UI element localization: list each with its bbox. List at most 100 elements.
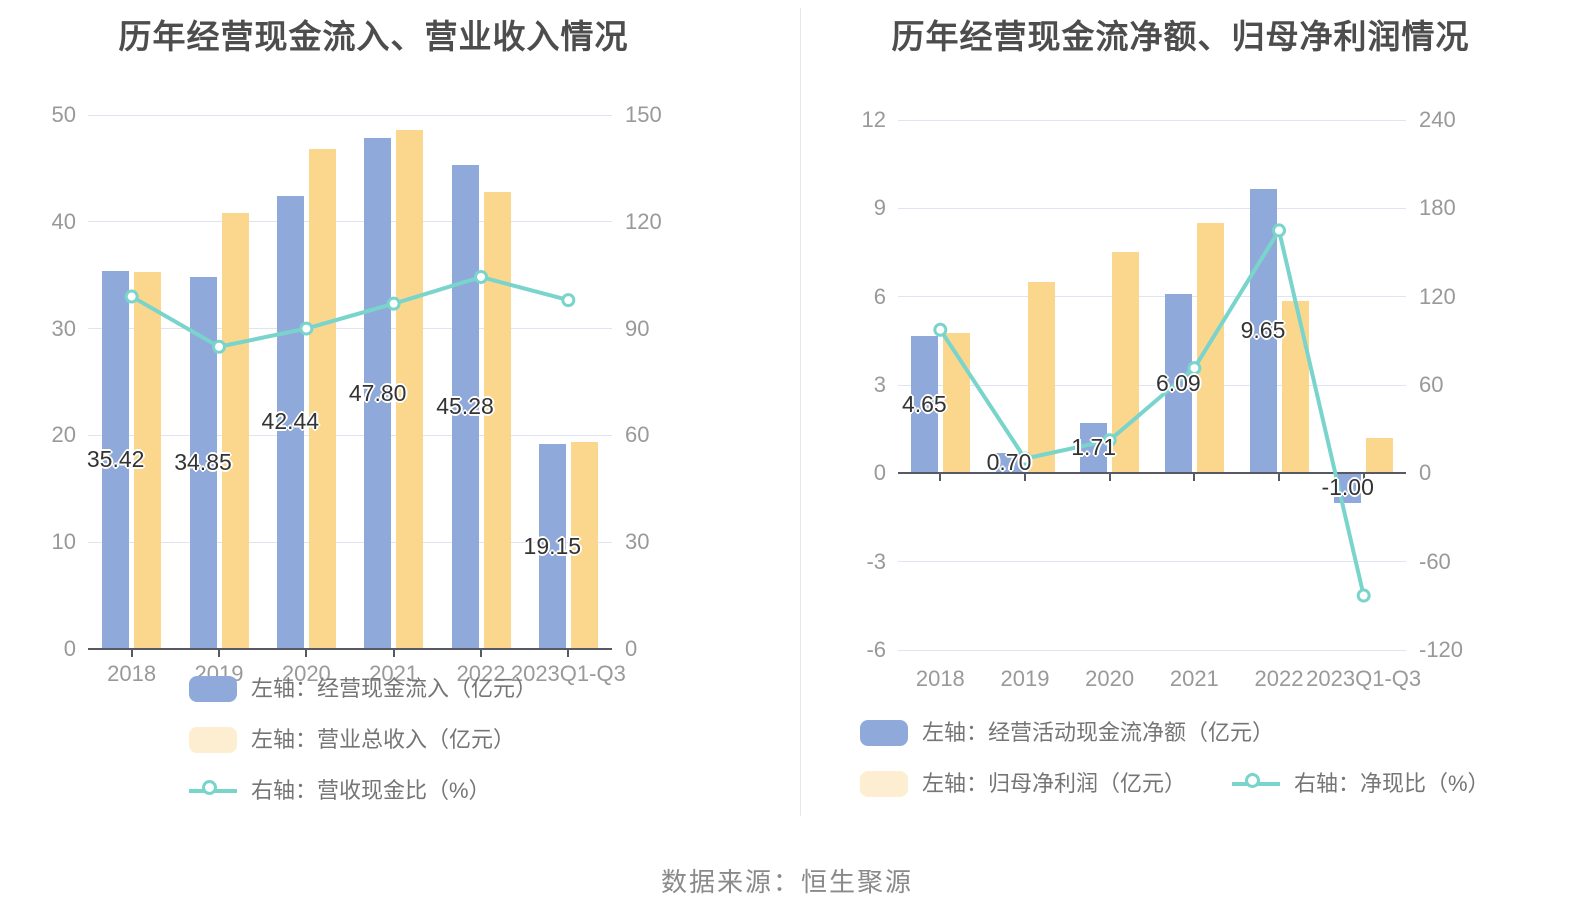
- y2-axis-tick-label: -120: [1419, 637, 1464, 662]
- bar-value-label: 42.44: [261, 408, 320, 435]
- legend-item[interactable]: 左轴：经营现金流入（亿元）: [189, 676, 789, 702]
- x-axis-tick: [480, 650, 482, 657]
- x-axis-label: 2020: [281, 661, 331, 686]
- y-axis-tick-label: 12: [861, 107, 886, 132]
- legend-swatch: [189, 727, 237, 753]
- y2-axis-tick-label: 60: [625, 422, 650, 448]
- chart-canvas-right: -6 -3 0 3 6 9 12 -120 -60 0 60 120 180 240 2018 2019 202…: [787, 0, 1574, 830]
- grid-line: [88, 541, 612, 543]
- bar-value-label: 19.15: [523, 532, 582, 559]
- legend-label: 左轴：归母净利润（亿元）: [922, 771, 1187, 796]
- legend-item[interactable]: 左轴：归母净利润（亿元）: [860, 771, 1460, 797]
- data-source-note: 数据来源：恒生聚源: [660, 867, 913, 897]
- bar-value-label: 6.09: [1155, 369, 1201, 396]
- y2-axis-tick-label: 240: [1419, 107, 1456, 132]
- grid-line: [88, 434, 612, 436]
- x-axis-tick: [218, 650, 220, 657]
- legend-item[interactable]: 左轴：营业总收入（亿元）: [189, 727, 789, 753]
- chart-panel-left: 历年经营现金流入、营业收入情况 0 10 20 30 40 50 0 30 60 90 120 150…: [0, 0, 787, 830]
- chart-title-right: 历年经营现金流净额、归母净利润情况: [891, 18, 1470, 55]
- y-axis-tick-label: 6: [873, 283, 886, 309]
- chart-canvas-left: 0 10 20 30 40 50 0 30 60 90 120 150 2018 2019 2020 2021…: [0, 0, 787, 830]
- y2-axis-tick-label: 120: [1419, 283, 1456, 309]
- legend-item[interactable]: 左轴：经营活动现金流净额（亿元）: [860, 720, 1460, 746]
- legend-swatch: [860, 771, 908, 797]
- x-axis-label: 2018: [107, 661, 157, 686]
- grid-line: [88, 114, 612, 116]
- x-axis-tick: [567, 650, 570, 657]
- x-axis-label: 2019: [1000, 666, 1050, 691]
- y-axis-tick-label: 0: [63, 636, 76, 661]
- grid-line: [898, 207, 1406, 209]
- bar-value-label: 34.85: [174, 448, 232, 475]
- y2-axis-tick-label: 120: [625, 208, 662, 234]
- x-axis-tick: [1108, 474, 1111, 482]
- x-axis-label: 2022: [1254, 666, 1304, 691]
- legend-swatch: [860, 720, 908, 746]
- bar: [308, 149, 336, 649]
- bar-value-label: 35.42: [86, 445, 145, 472]
- grid-line: [898, 119, 1406, 121]
- legend-label: 右轴：营收现金比（%）: [251, 778, 491, 803]
- x-axis-label: 2023Q1-Q3: [510, 661, 626, 686]
- y-axis-tick-label: 10: [51, 529, 76, 555]
- bar: [396, 130, 424, 649]
- legend-line-circle: [1245, 773, 1260, 788]
- bar: [910, 336, 938, 474]
- y-axis-tick-label: 3: [873, 372, 886, 397]
- y2-axis-tick-label: 60: [1419, 372, 1444, 397]
- legend-line-marker: [1232, 771, 1280, 797]
- y2-axis-tick-label: 30: [625, 529, 650, 555]
- bar: [538, 444, 566, 649]
- bar-value-label: 45.28: [436, 393, 494, 420]
- grid-line: [88, 221, 612, 223]
- x-axis-tick: [305, 650, 308, 657]
- line-point: [1356, 588, 1371, 603]
- x-axis-label: 2020: [1085, 666, 1135, 691]
- line-point: [561, 293, 576, 308]
- bar-value-label: 9.65: [1240, 317, 1286, 344]
- legend-item[interactable]: 右轴：净现比（%）: [1232, 771, 1574, 797]
- y2-axis-tick-label: 180: [1419, 195, 1456, 221]
- bar: [276, 195, 304, 649]
- y2-axis-tick-label: -60: [1419, 548, 1451, 574]
- x-axis-label: 2018: [915, 666, 965, 691]
- legend-item[interactable]: 右轴：营收现金比（%）: [189, 778, 789, 804]
- y-axis-tick-label: 0: [873, 460, 886, 486]
- chart-title-left: 历年经营现金流入、营业收入情况: [118, 18, 629, 55]
- y-axis-tick-label: -3: [866, 548, 886, 574]
- y-axis-tick-label: 30: [51, 315, 76, 341]
- x-axis-label: 2021: [369, 661, 419, 686]
- y-axis-tick-label: -6: [866, 637, 886, 662]
- bar: [483, 192, 511, 649]
- x-axis-line: [88, 648, 612, 650]
- panel-divider: [800, 8, 801, 816]
- x-axis-label: 2021: [1169, 666, 1219, 691]
- x-axis-tick: [392, 650, 395, 657]
- grid-line: [898, 296, 1406, 298]
- legend-label: 左轴：营业总收入（亿元）: [251, 727, 516, 752]
- grid-line: [88, 328, 612, 330]
- bar-value-label: 1.71: [1071, 434, 1117, 461]
- grid-line: [898, 561, 1406, 563]
- bar: [102, 270, 130, 649]
- bar-value-label: 0.70: [986, 449, 1032, 476]
- y2-axis-tick-label: 90: [625, 315, 650, 341]
- y-axis-tick-label: 20: [51, 422, 76, 448]
- y-axis-tick-label: 9: [873, 195, 886, 221]
- x-axis-label: 2022: [456, 661, 506, 686]
- x-axis-tick: [1278, 474, 1280, 482]
- y2-axis-tick-label: 0: [1419, 460, 1432, 486]
- x-axis-tick: [130, 650, 133, 657]
- x-axis-label: 2023Q1-Q3: [1306, 666, 1422, 691]
- y2-axis-tick-label: 150: [625, 102, 662, 127]
- grid-line: [898, 649, 1406, 651]
- x-axis-tick: [1193, 474, 1196, 482]
- legend-swatch: [189, 676, 237, 702]
- legend-line-circle: [202, 780, 217, 795]
- y-axis-tick-label: 50: [51, 102, 76, 127]
- legend-label: 左轴：经营活动现金流净额（亿元）: [922, 720, 1275, 745]
- bar: [1196, 223, 1224, 474]
- x-axis-tick: [939, 474, 942, 482]
- y-axis-tick-label: 40: [51, 208, 76, 234]
